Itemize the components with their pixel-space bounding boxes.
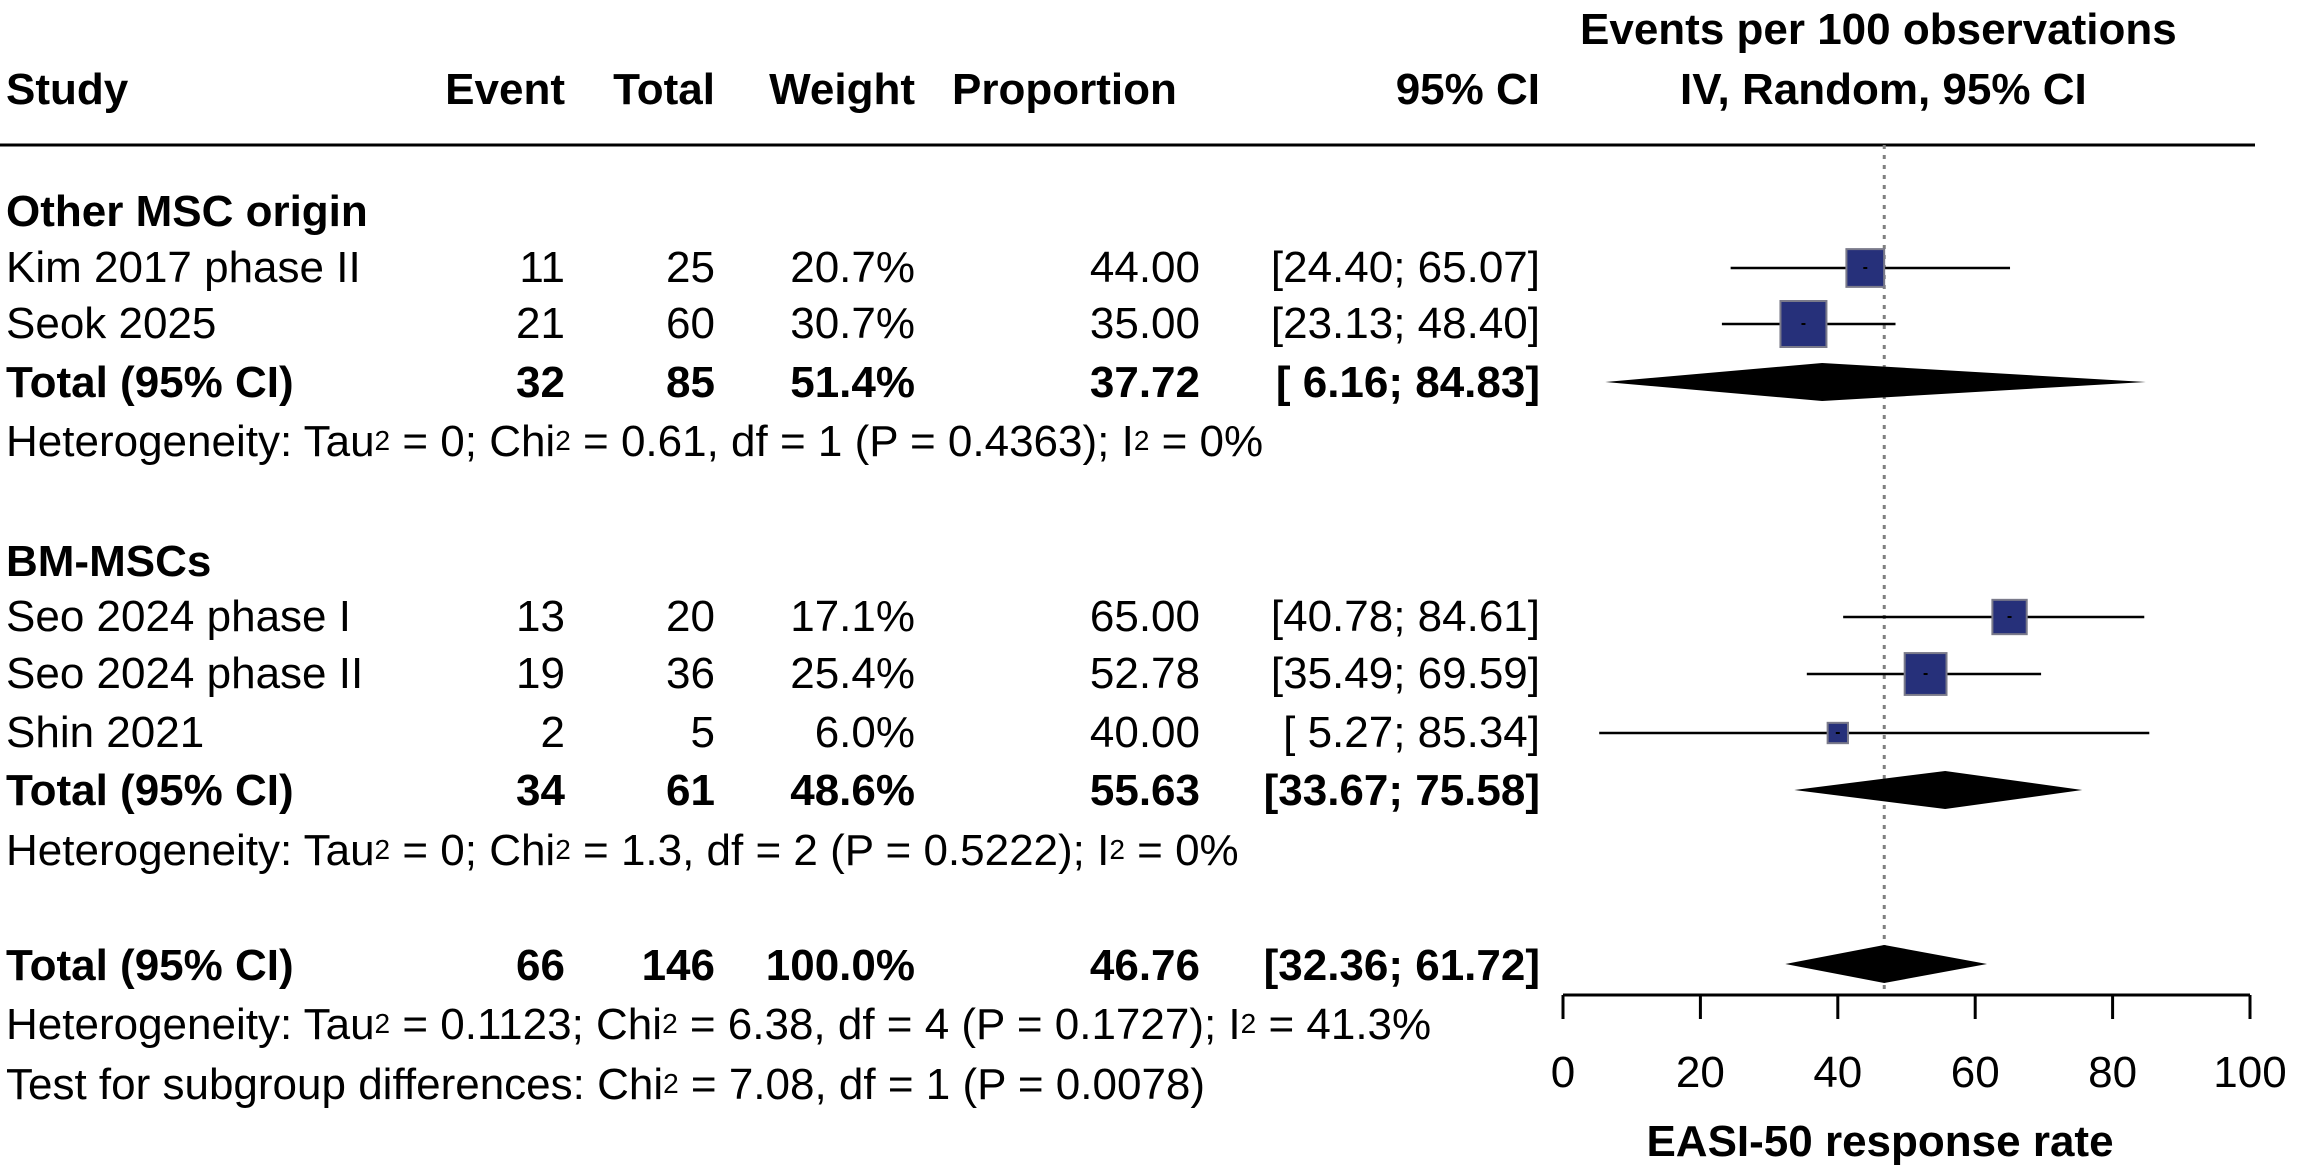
header-study: Study bbox=[6, 65, 129, 114]
header-weight: Weight bbox=[769, 65, 915, 114]
subtotal-ci: [33.67; 75.58] bbox=[1263, 766, 1540, 815]
x-tick-label: 80 bbox=[2088, 1048, 2137, 1097]
x-tick-label: 40 bbox=[1813, 1048, 1862, 1097]
plot-header-line2: IV, Random, 95% CI bbox=[1680, 65, 2087, 114]
subtotal-total: 61 bbox=[666, 766, 715, 815]
subtotal-weight: 48.6% bbox=[790, 766, 915, 815]
overall-ci: [32.36; 61.72] bbox=[1263, 941, 1540, 990]
heterogeneity-text: Heterogeneity: Tau2 = 0; Chi2 = 0.61, df… bbox=[6, 417, 1264, 466]
pooled-diamond bbox=[1794, 771, 2083, 809]
study-name: Kim 2017 phase II bbox=[6, 243, 361, 292]
x-tick-label: 60 bbox=[1951, 1048, 2000, 1097]
study-name: Shin 2021 bbox=[6, 708, 205, 757]
study-proportion: 52.78 bbox=[1089, 649, 1200, 698]
study-ci: [24.40; 65.07] bbox=[1270, 243, 1540, 292]
plot-header-line1: Events per 100 observations bbox=[1580, 5, 2177, 54]
group-title: BM-MSCs bbox=[6, 537, 212, 586]
overall-label: Total (95% CI) bbox=[6, 941, 294, 990]
group-title: Other MSC origin bbox=[6, 187, 368, 236]
study-event: 11 bbox=[519, 243, 565, 292]
study-event: 19 bbox=[516, 649, 565, 698]
study-total: 25 bbox=[666, 243, 715, 292]
study-weight: 6.0% bbox=[814, 708, 915, 757]
pooled-diamond bbox=[1605, 363, 2146, 401]
subtotal-event: 34 bbox=[516, 766, 565, 815]
subtotal-label: Total (95% CI) bbox=[6, 766, 294, 815]
study-total: 60 bbox=[666, 299, 715, 348]
subgroup-test-text: Test for subgroup differences: Chi2 = 7.… bbox=[6, 1060, 1206, 1109]
overall-weight: 100.0% bbox=[765, 941, 915, 990]
study-name: Seo 2024 phase II bbox=[6, 649, 364, 698]
study-ci: [23.13; 48.40] bbox=[1270, 299, 1540, 348]
subtotal-event: 32 bbox=[516, 358, 565, 407]
study-weight: 20.7% bbox=[790, 243, 915, 292]
header-ci: 95% CI bbox=[1395, 65, 1540, 114]
subtotal-weight: 51.4% bbox=[790, 358, 915, 407]
overall-total: 146 bbox=[641, 941, 715, 990]
x-tick-label: 20 bbox=[1676, 1048, 1725, 1097]
study-weight: 30.7% bbox=[790, 299, 915, 348]
study-total: 5 bbox=[690, 708, 715, 757]
study-weight: 17.1% bbox=[790, 592, 915, 641]
study-ci: [35.49; 69.59] bbox=[1270, 649, 1540, 698]
header-total: Total bbox=[613, 65, 715, 114]
subtotal-proportion: 37.72 bbox=[1089, 358, 1200, 407]
heterogeneity-text: Heterogeneity: Tau2 = 0; Chi2 = 1.3, df … bbox=[6, 826, 1239, 875]
study-proportion: 65.00 bbox=[1089, 592, 1200, 641]
overall-heterogeneity-text: Heterogeneity: Tau2 = 0.1123; Chi2 = 6.3… bbox=[6, 1000, 1432, 1049]
header-proportion: Proportion bbox=[952, 65, 1177, 114]
study-proportion: 44.00 bbox=[1089, 243, 1200, 292]
overall-proportion: 46.76 bbox=[1089, 941, 1200, 990]
pooled-diamond bbox=[1785, 945, 1988, 983]
subtotal-label: Total (95% CI) bbox=[6, 358, 294, 407]
study-total: 36 bbox=[666, 649, 715, 698]
subtotal-ci: [ 6.16; 84.83] bbox=[1275, 358, 1540, 407]
study-event: 21 bbox=[516, 299, 565, 348]
study-estimate-square bbox=[1991, 598, 2028, 636]
x-axis-label: EASI-50 response rate bbox=[1646, 1117, 2114, 1166]
study-total: 20 bbox=[666, 592, 715, 641]
study-name: Seok 2025 bbox=[6, 299, 217, 348]
study-event: 13 bbox=[516, 592, 565, 641]
study-ci: [ 5.27; 85.34] bbox=[1283, 708, 1540, 757]
x-tick-label: 0 bbox=[1551, 1048, 1575, 1097]
subtotal-proportion: 55.63 bbox=[1089, 766, 1200, 815]
x-tick-label: 100 bbox=[2213, 1048, 2286, 1097]
study-proportion: 35.00 bbox=[1089, 299, 1200, 348]
study-ci: [40.78; 84.61] bbox=[1270, 592, 1540, 641]
study-weight: 25.4% bbox=[790, 649, 915, 698]
overall-event: 66 bbox=[516, 941, 565, 990]
study-event: 2 bbox=[540, 708, 565, 757]
study-name: Seo 2024 phase I bbox=[6, 592, 351, 641]
study-proportion: 40.00 bbox=[1089, 708, 1200, 757]
header-event: Event bbox=[445, 65, 565, 114]
subtotal-total: 85 bbox=[666, 358, 715, 407]
